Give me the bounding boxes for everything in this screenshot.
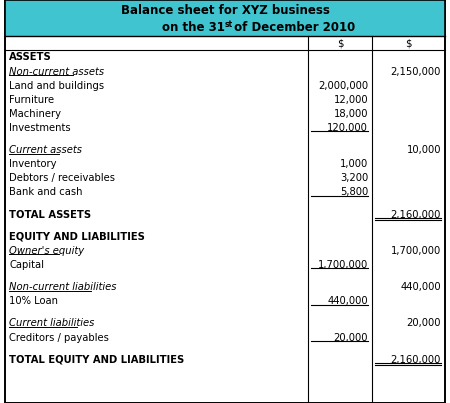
Text: Capital: Capital [9,260,44,270]
Text: Land and buildings: Land and buildings [9,81,104,91]
Text: Non-current assets: Non-current assets [9,66,104,77]
Text: 20,000: 20,000 [333,332,368,343]
Text: 1,000: 1,000 [340,159,368,169]
Text: 10% Loan: 10% Loan [9,296,58,306]
Text: $: $ [337,38,343,48]
Text: 2,160,000: 2,160,000 [391,210,441,220]
Text: Non-current liabilities: Non-current liabilities [9,282,117,292]
Text: 1,700,000: 1,700,000 [318,260,368,270]
Bar [5,0,445,36]
Text: EQUITY AND LIABILITIES: EQUITY AND LIABILITIES [9,232,145,242]
Text: 10,000: 10,000 [406,145,441,155]
Text: 12,000: 12,000 [333,95,368,105]
Text: on the 31: on the 31 [0,402,1,403]
Text: st: st [225,20,233,29]
Text: TOTAL ASSETS: TOTAL ASSETS [9,210,91,220]
Text: Current liabilities: Current liabilities [9,318,94,328]
Text: 2,000,000: 2,000,000 [318,81,368,91]
Text: Owner's equity: Owner's equity [9,246,84,256]
Text: 440,000: 440,000 [400,282,441,292]
Text: Furniture: Furniture [9,95,54,105]
Text: on the 31: on the 31 [162,21,225,34]
Text: Machinery: Machinery [9,109,61,119]
Text: 3,200: 3,200 [340,173,368,183]
Text: 5,800: 5,800 [340,187,368,197]
Text: $: $ [405,38,412,48]
Text: ASSETS: ASSETS [9,52,52,62]
Text: Debtors / receivables: Debtors / receivables [9,173,115,183]
Text: 120,000: 120,000 [327,123,368,133]
Text: 2,160,000: 2,160,000 [391,355,441,365]
Text: Creditors / payables: Creditors / payables [9,332,109,343]
Text: TOTAL EQUITY AND LIABILITIES: TOTAL EQUITY AND LIABILITIES [9,355,184,365]
Text: 1,700,000: 1,700,000 [391,246,441,256]
Text: Current assets: Current assets [9,145,82,155]
Text: of December 2010: of December 2010 [230,21,356,34]
Text: 18,000: 18,000 [333,109,368,119]
Text: Investments: Investments [9,123,71,133]
Text: 2,150,000: 2,150,000 [391,66,441,77]
Text: Balance sheet for XYZ business: Balance sheet for XYZ business [121,4,329,17]
Text: Inventory: Inventory [9,159,57,169]
Text: 20,000: 20,000 [406,318,441,328]
Text: Bank and cash: Bank and cash [9,187,83,197]
Text: 440,000: 440,000 [328,296,368,306]
